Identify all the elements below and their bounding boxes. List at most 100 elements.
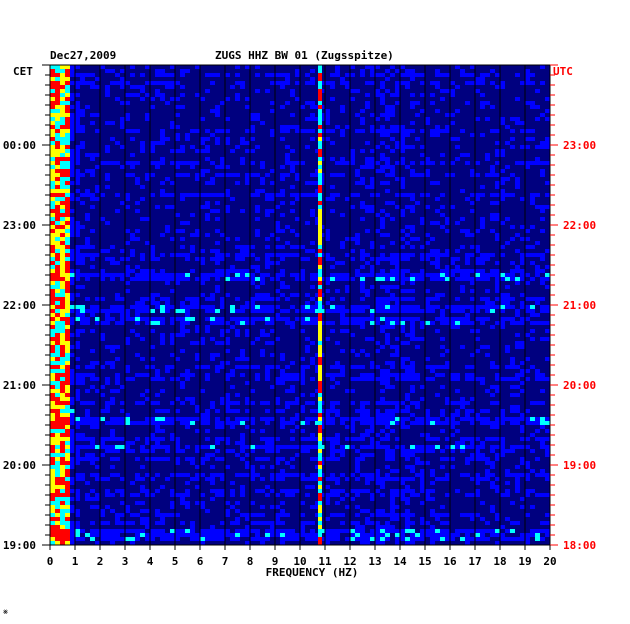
heatmap-cell [485, 277, 490, 281]
heatmap-cell [415, 449, 420, 453]
spectral-line-cell [318, 521, 322, 525]
heatmap-cell [95, 189, 100, 193]
heatmap-cell [360, 473, 365, 477]
heatmap-cell [455, 529, 460, 533]
heatmap-cell [240, 137, 245, 141]
heatmap-cell [430, 101, 435, 105]
heatmap-cell [235, 181, 240, 185]
heatmap-cell [165, 477, 170, 481]
heatmap-cell [420, 337, 425, 341]
heatmap-cell [245, 181, 250, 185]
heatmap-cell [410, 317, 415, 321]
heatmap-cell [70, 537, 75, 541]
heatmap-cell [270, 197, 275, 201]
heatmap-cell [60, 145, 65, 149]
heatmap-cell [365, 401, 370, 405]
heatmap-cell [305, 421, 310, 425]
heatmap-cell [275, 245, 280, 249]
heatmap-cell [70, 165, 75, 169]
heatmap-cell [160, 157, 165, 161]
heatmap-cell [495, 161, 500, 165]
heatmap-cell [385, 113, 390, 117]
heatmap-cell [120, 401, 125, 405]
heatmap-cell [195, 177, 200, 181]
heatmap-cell [65, 449, 70, 453]
heatmap-cell [205, 297, 210, 301]
heatmap-cell [165, 81, 170, 85]
heatmap-cell [450, 325, 455, 329]
heatmap-cell [375, 481, 380, 485]
heatmap-cell [475, 249, 480, 253]
heatmap-cell [100, 277, 105, 281]
heatmap-cell [255, 269, 260, 273]
heatmap-cell [105, 173, 110, 177]
heatmap-cell [210, 161, 215, 165]
heatmap-cell [50, 441, 55, 445]
heatmap-cell [405, 397, 410, 401]
spectral-line-cell [318, 269, 322, 273]
heatmap-cell [55, 109, 60, 113]
heatmap-cell [270, 353, 275, 357]
heatmap-cell [95, 165, 100, 169]
heatmap-cell [390, 273, 395, 277]
heatmap-cell [420, 445, 425, 449]
heatmap-cell [410, 465, 415, 469]
heatmap-cell [75, 121, 80, 125]
heatmap-cell [525, 317, 530, 321]
heatmap-cell [250, 161, 255, 165]
heatmap-cell [230, 277, 235, 281]
heatmap-cell [290, 473, 295, 477]
heatmap-cell [530, 261, 535, 265]
heatmap-cell [505, 305, 510, 309]
heatmap-cell [405, 541, 410, 545]
heatmap-cell [235, 65, 240, 69]
heatmap-cell [265, 537, 270, 541]
heatmap-cell [495, 193, 500, 197]
heatmap-cell [420, 93, 425, 97]
heatmap-cell [75, 173, 80, 177]
heatmap-cell [445, 249, 450, 253]
heatmap-cell [185, 193, 190, 197]
heatmap-cell [190, 317, 195, 321]
spectral-line-cell [318, 313, 322, 317]
heatmap-cell [210, 525, 215, 529]
heatmap-cell [140, 297, 145, 301]
heatmap-cell [50, 433, 55, 437]
heatmap-cell [425, 449, 430, 453]
heatmap-cell [430, 321, 435, 325]
heatmap-cell [485, 409, 490, 413]
heatmap-cell [315, 365, 320, 369]
heatmap-cell [365, 209, 370, 213]
heatmap-cell [225, 393, 230, 397]
heatmap-cell [540, 217, 545, 221]
heatmap-cell [180, 229, 185, 233]
heatmap-cell [65, 341, 70, 345]
heatmap-cell [65, 381, 70, 385]
heatmap-cell [365, 105, 370, 109]
heatmap-cell [410, 193, 415, 197]
heatmap-cell [305, 485, 310, 489]
heatmap-cell [420, 501, 425, 505]
heatmap-cell [255, 373, 260, 377]
heatmap-cell [390, 505, 395, 509]
heatmap-cell [255, 285, 260, 289]
heatmap-cell [75, 449, 80, 453]
spectral-line-cell [318, 141, 322, 145]
heatmap-cell [60, 65, 65, 69]
heatmap-cell [190, 461, 195, 465]
heatmap-cell [230, 385, 235, 389]
heatmap-cell [245, 317, 250, 321]
heatmap-cell [355, 525, 360, 529]
heatmap-cell [365, 293, 370, 297]
heatmap-cell [60, 217, 65, 221]
heatmap-cell [330, 405, 335, 409]
heatmap-cell [330, 449, 335, 453]
heatmap-cell [345, 493, 350, 497]
heatmap-cell [90, 329, 95, 333]
heatmap-cell [375, 445, 380, 449]
heatmap-cell [155, 369, 160, 373]
heatmap-cell [310, 377, 315, 381]
heatmap-cell [110, 389, 115, 393]
heatmap-cell [55, 225, 60, 229]
heatmap-cell [515, 265, 520, 269]
